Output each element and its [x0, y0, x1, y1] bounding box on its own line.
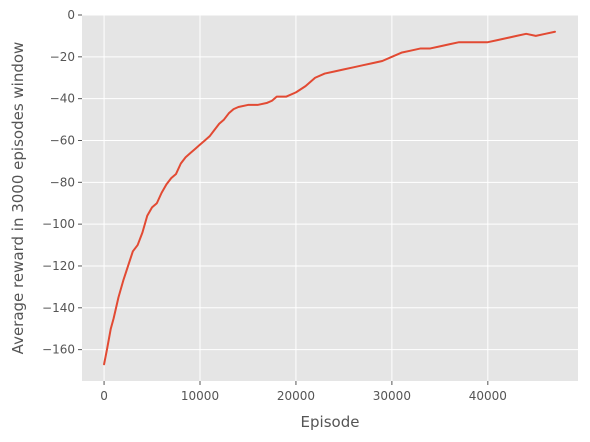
- x-tick-label: 10000: [181, 389, 219, 403]
- y-tick-label: −80: [50, 175, 75, 189]
- y-tick-label: −60: [50, 133, 75, 147]
- y-tick-label: −40: [50, 92, 75, 106]
- y-tick-label: −120: [42, 259, 75, 273]
- y-tick-label: −140: [42, 301, 75, 315]
- y-tick-label: −100: [42, 217, 75, 231]
- plot-area: [82, 15, 578, 381]
- x-tick-label: 0: [100, 389, 108, 403]
- x-axis-label: Episode: [301, 413, 360, 431]
- x-tick-label: 40000: [469, 389, 507, 403]
- y-tick-label: 0: [67, 8, 75, 22]
- y-axis-label: Average reward in 3000 episodes window: [9, 42, 27, 355]
- y-tick-label: −20: [50, 50, 75, 64]
- y-tick-label: −160: [42, 343, 75, 357]
- x-tick-label: 20000: [277, 389, 315, 403]
- x-tick-label: 30000: [373, 389, 411, 403]
